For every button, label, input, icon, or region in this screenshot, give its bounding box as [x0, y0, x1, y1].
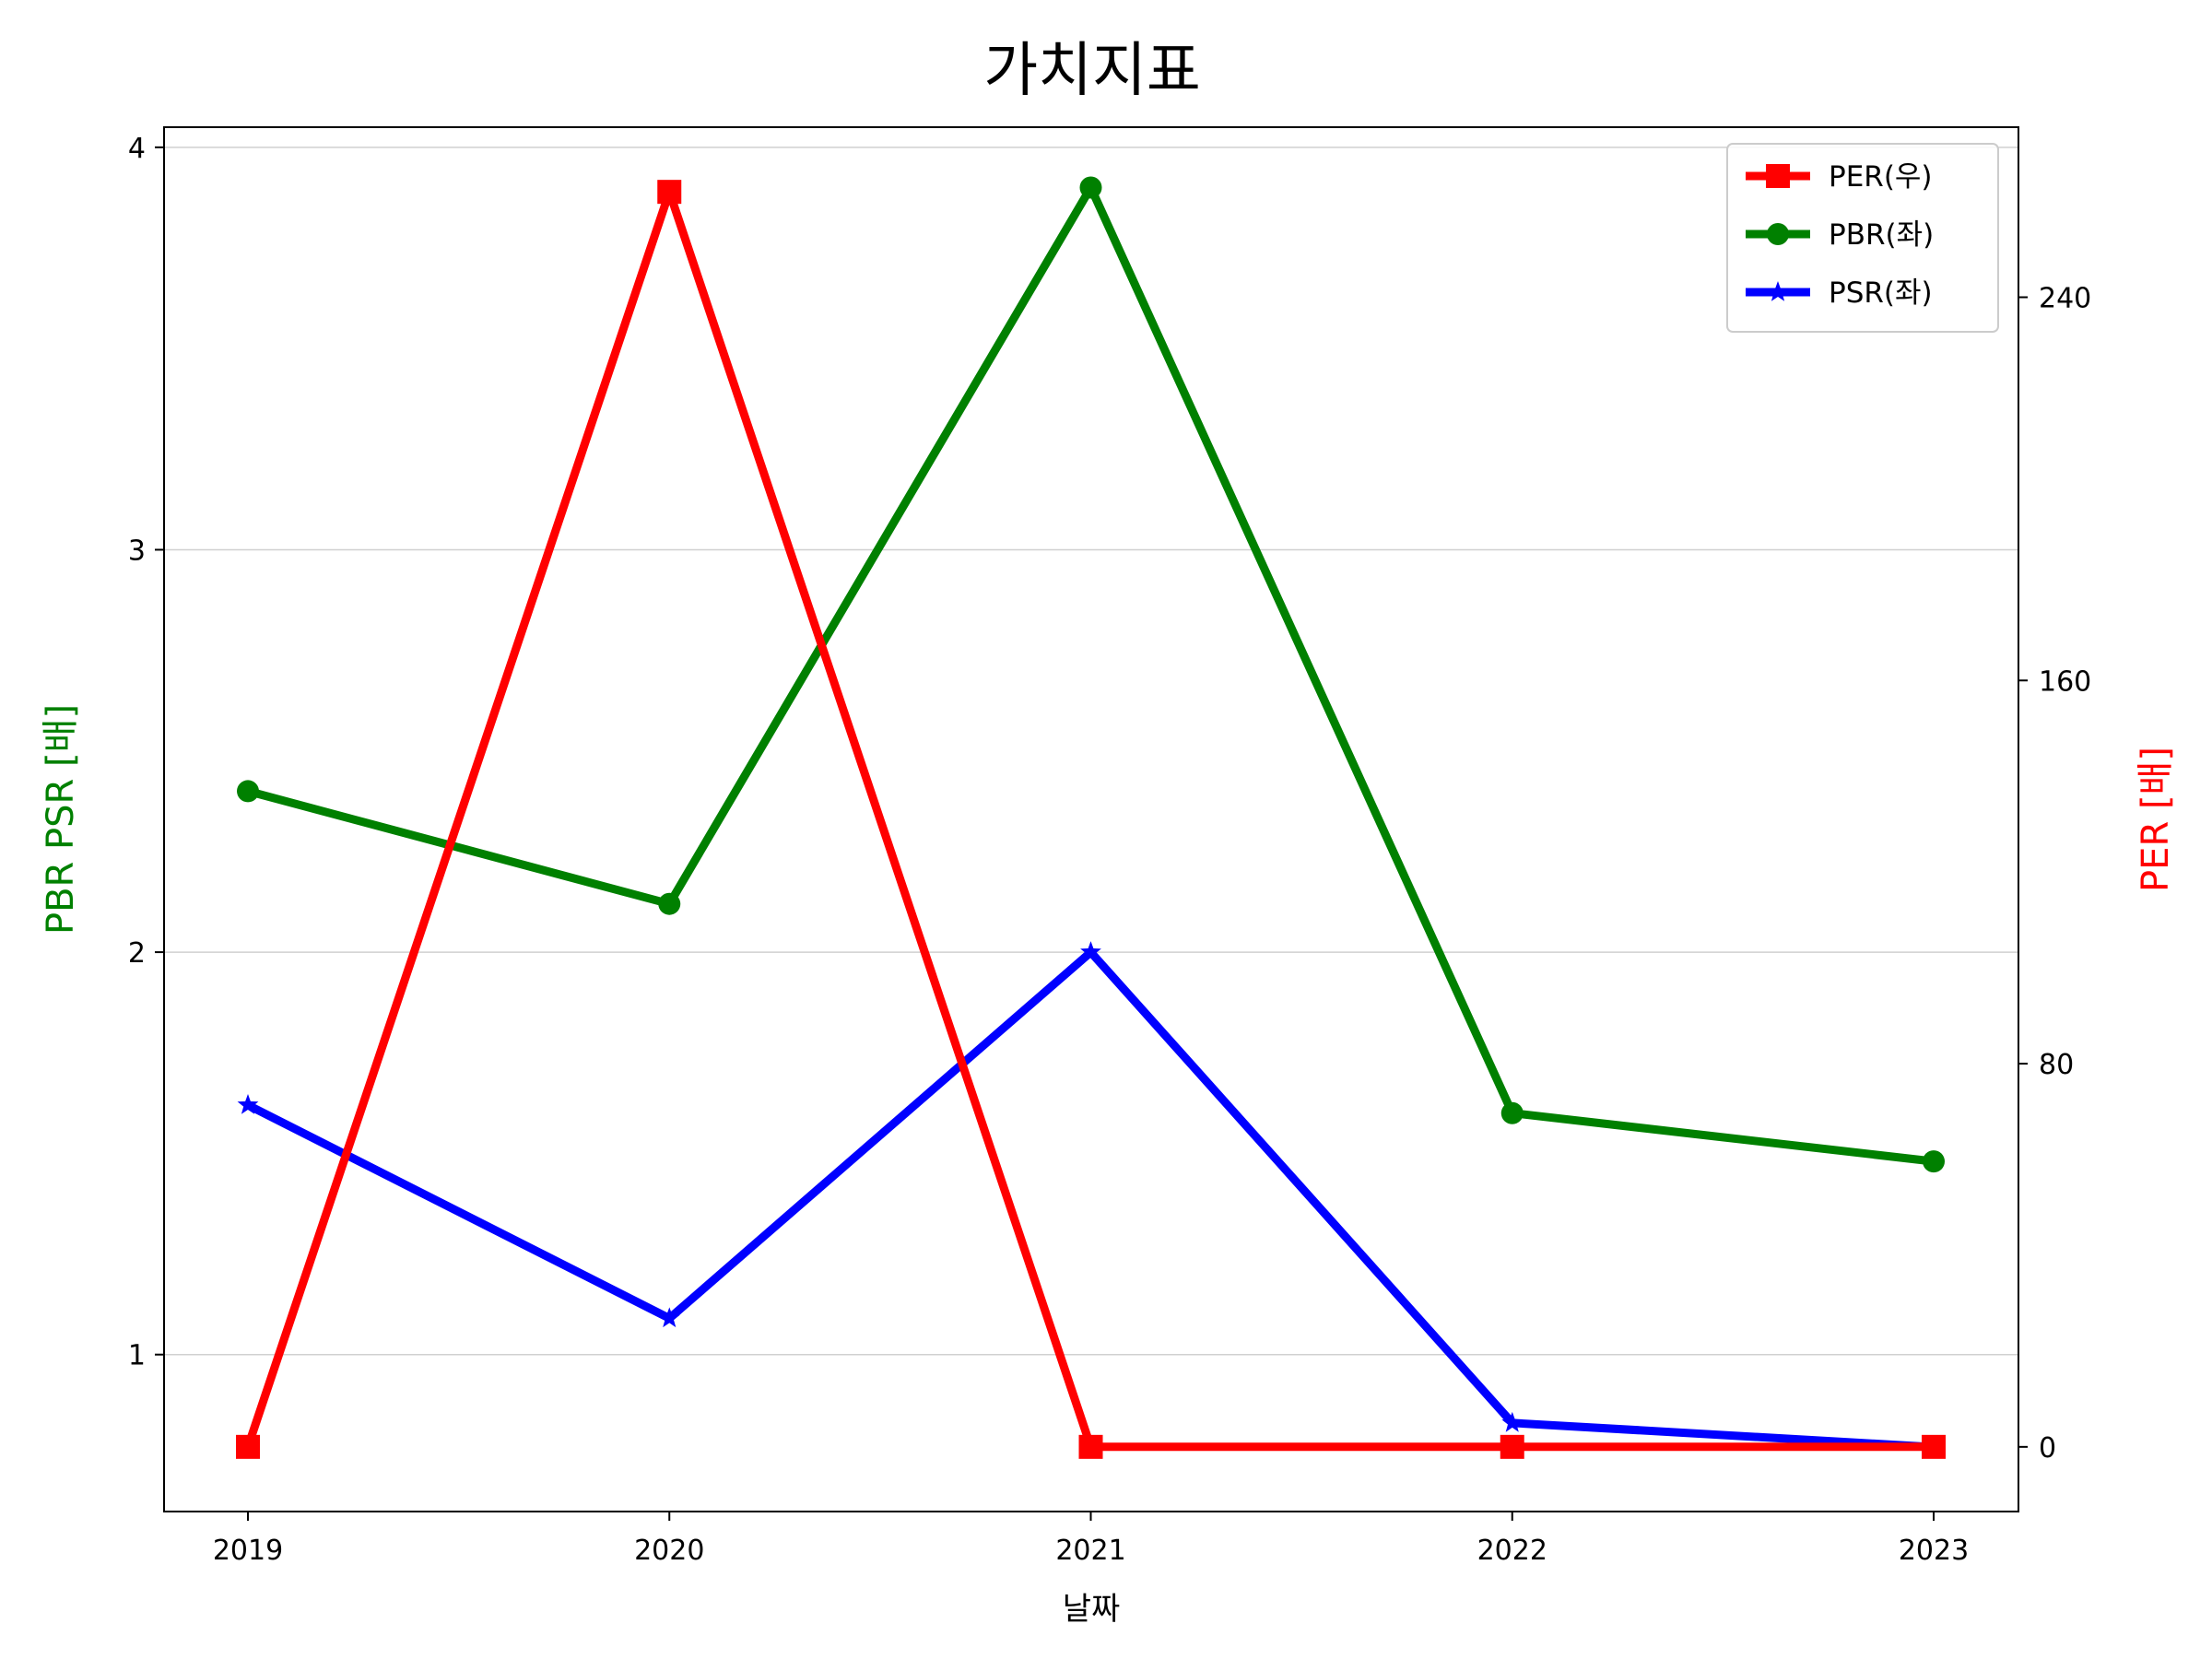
- legend-label: PSR(좌): [1829, 276, 1933, 310]
- x-tick-label: 2023: [1899, 1535, 1969, 1567]
- data-point: [1923, 1150, 1945, 1173]
- legend-marker: [1767, 281, 1789, 301]
- right-y-tick-label: 160: [2039, 665, 2091, 698]
- data-point: [1500, 1101, 1524, 1124]
- x-tick-label: 2021: [1055, 1535, 1125, 1567]
- legend-box: [1726, 143, 1999, 333]
- data-point: [1922, 1434, 1946, 1459]
- series-PBR(좌): [237, 176, 1945, 1173]
- left-y-axis-ticks: 1 2 3 4: [128, 133, 164, 1372]
- legend-marker: [1767, 223, 1789, 245]
- left-y-axis-label: PBR PSR [배]: [40, 704, 82, 935]
- left-y-tick-label: 4: [128, 133, 146, 165]
- data-point: [237, 1094, 259, 1114]
- x-axis-ticks: 2019 2020 2021 2022 2023: [213, 1512, 1969, 1567]
- plot-series: [236, 176, 1946, 1459]
- legend: PER(우) PBR(좌) PSR(좌): [1726, 143, 1999, 333]
- legend-label: PBR(좌): [1829, 218, 1934, 252]
- legend-marker: [1766, 164, 1790, 188]
- chart-title: 가치지표: [983, 37, 1201, 105]
- right-y-tick-label: 240: [2039, 283, 2091, 315]
- right-y-axis-label: PER [배]: [2135, 747, 2177, 892]
- x-tick-label: 2022: [1477, 1535, 1547, 1567]
- data-point: [1500, 1434, 1524, 1459]
- x-tick-label: 2020: [634, 1535, 704, 1567]
- data-point: [1501, 1411, 1524, 1432]
- x-axis-label: 날짜: [1063, 1591, 1121, 1628]
- data-point: [658, 892, 681, 915]
- right-y-axis-ticks: 0 80 160 240: [2018, 283, 2091, 1465]
- x-tick-label: 2019: [213, 1535, 283, 1567]
- left-y-tick-label: 3: [128, 535, 146, 567]
- left-y-tick-label: 1: [128, 1340, 146, 1372]
- data-point: [1080, 941, 1101, 961]
- data-point: [1079, 176, 1102, 199]
- data-point: [237, 780, 259, 803]
- right-y-tick-label: 80: [2039, 1049, 2074, 1081]
- data-point: [657, 180, 682, 205]
- right-y-tick-label: 0: [2039, 1432, 2056, 1465]
- left-y-tick-label: 2: [128, 937, 146, 970]
- data-point: [236, 1434, 260, 1459]
- data-point: [1078, 1434, 1103, 1459]
- legend-label: PER(우): [1829, 160, 1933, 194]
- data-point: [658, 1307, 680, 1328]
- series-PER(우): [236, 180, 1946, 1459]
